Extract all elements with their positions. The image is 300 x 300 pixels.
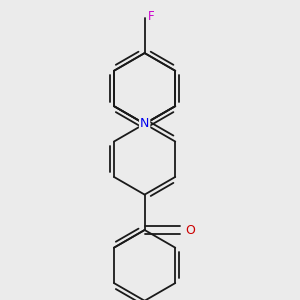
Text: O: O [185, 224, 195, 236]
Text: F: F [148, 10, 154, 23]
Text: N: N [140, 117, 149, 130]
